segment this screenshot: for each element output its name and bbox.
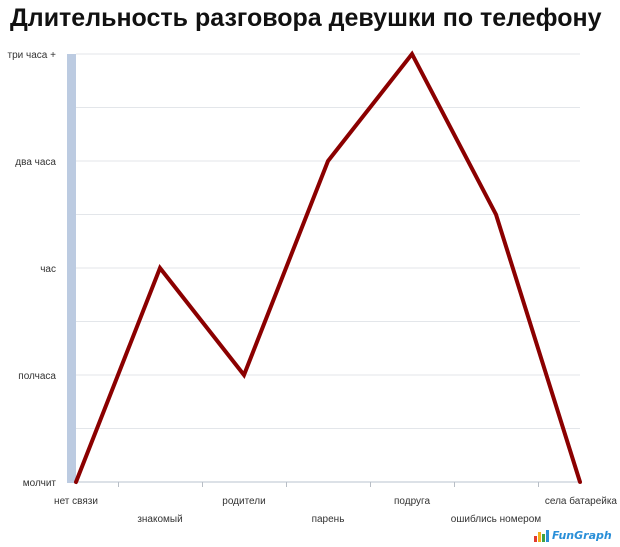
y-tick-label: два часа xyxy=(15,157,56,168)
x-tick-label: нет связи xyxy=(54,496,98,507)
logo-bar xyxy=(538,532,541,542)
x-tick-label: ошиблись номером xyxy=(451,513,542,525)
y-tick-label: три часа + xyxy=(8,50,57,61)
y-tick-label-layer: молчит полчаса час два часа три часа + xyxy=(8,50,57,489)
y-axis-band xyxy=(67,54,76,483)
y-tick-label: полчаса xyxy=(18,371,56,382)
series-layer xyxy=(74,50,582,484)
fungraph-logo: FunGraph xyxy=(534,526,612,542)
logo-bar xyxy=(546,530,549,542)
y-tick-label: молчит xyxy=(23,478,57,489)
logo-text: FunGraph xyxy=(552,529,612,542)
series-line xyxy=(74,50,582,484)
x-tick-layer xyxy=(118,482,539,487)
chart-logo-icon xyxy=(534,530,550,542)
x-tick-label: знакомый xyxy=(137,514,182,525)
x-tick-label: подруга xyxy=(394,496,430,507)
grid-layer xyxy=(76,53,580,483)
x-tick-label: парень xyxy=(312,514,345,525)
logo-bar xyxy=(534,536,537,542)
logo-bar xyxy=(542,534,545,542)
x-tick-label-layer: нет связи знакомый родители парень подруга ош… xyxy=(54,495,617,525)
chart-title: Длительность разговора девушки по телефо… xyxy=(10,4,602,32)
x-tick-label: родители xyxy=(222,496,265,507)
y-tick-label: час xyxy=(40,264,56,275)
x-tick-label: села батарейка xyxy=(545,495,618,507)
